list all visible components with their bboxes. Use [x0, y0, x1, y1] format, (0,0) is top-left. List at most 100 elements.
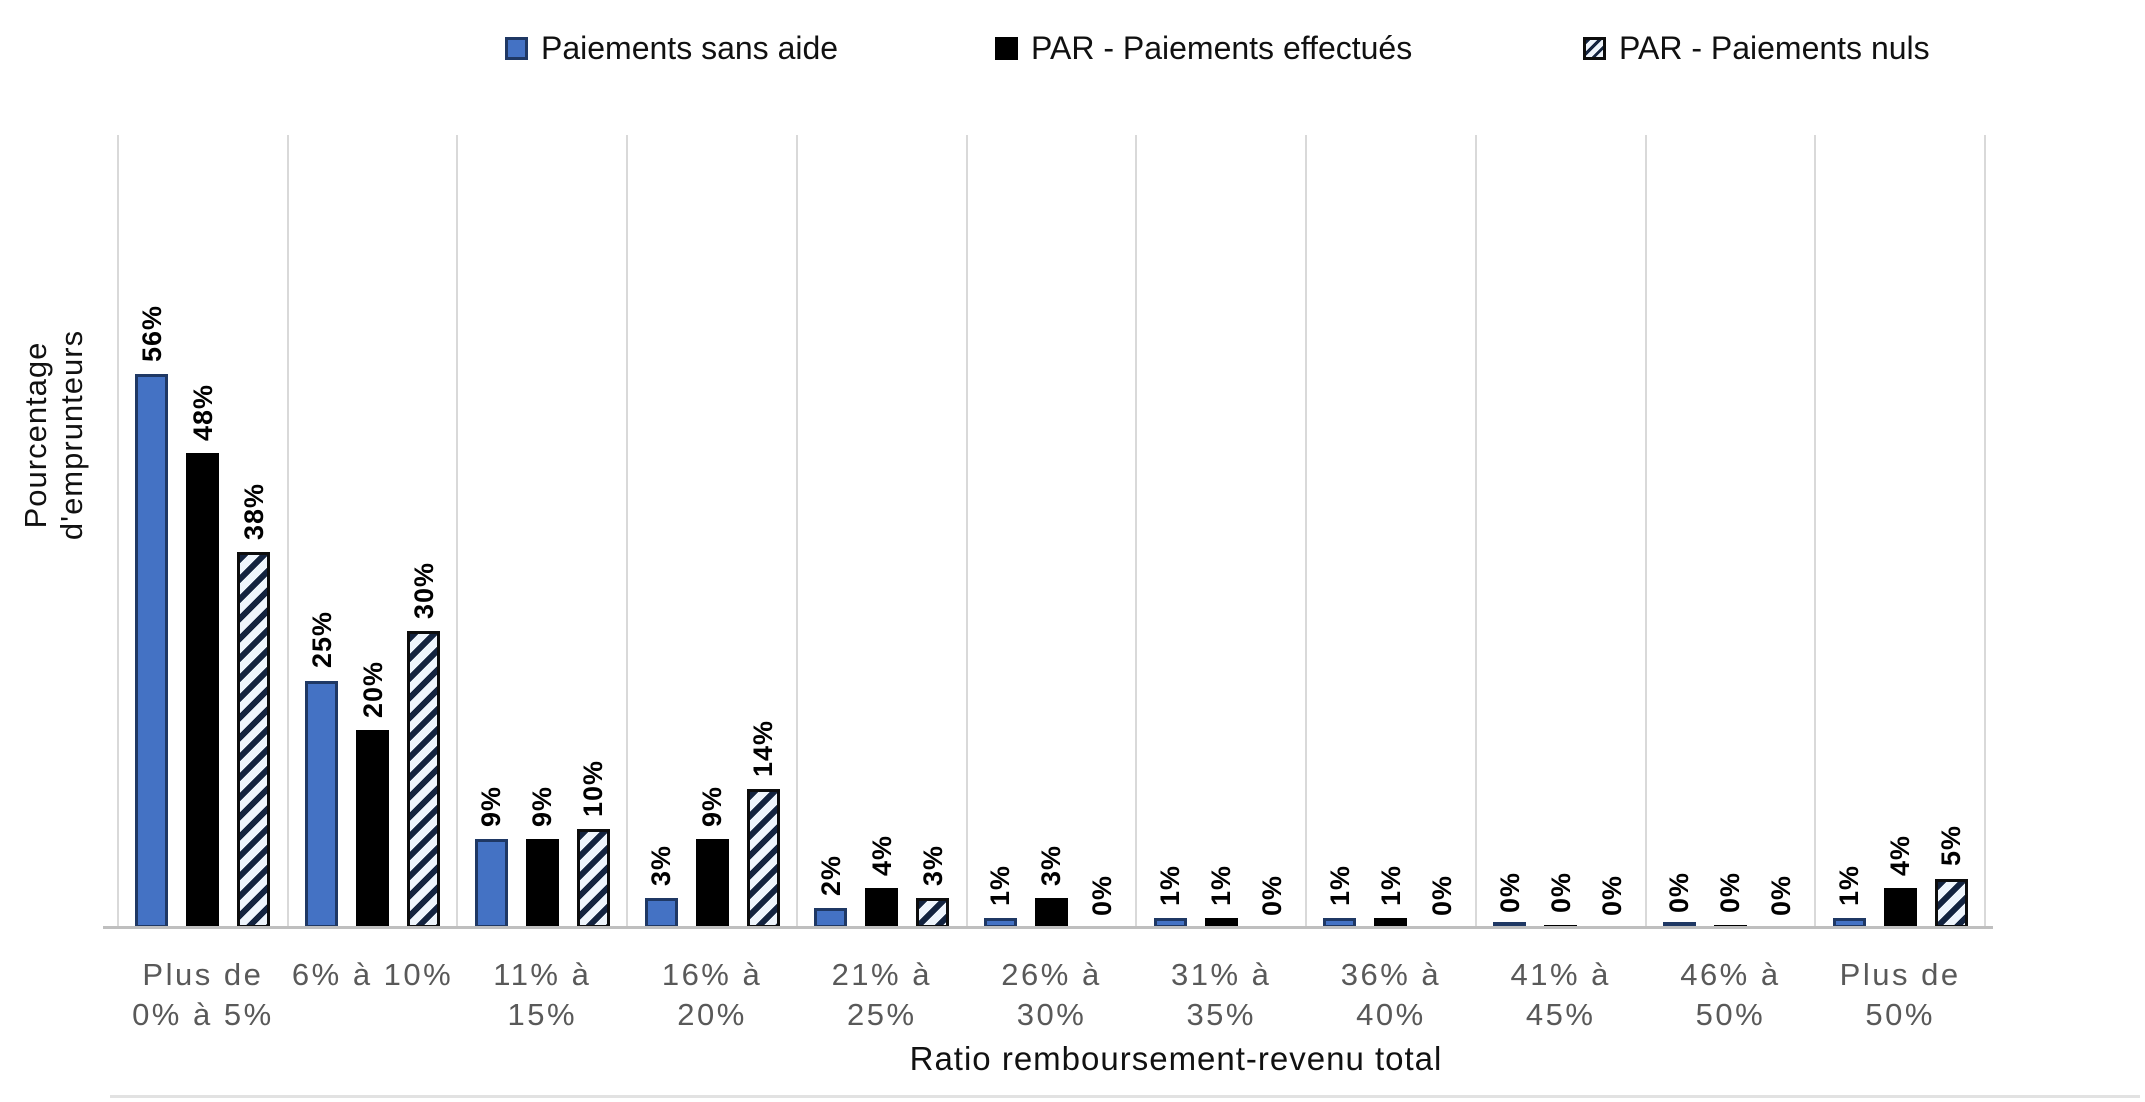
- bar-paiements-sans-aide: [644, 898, 678, 928]
- bar-group: 56% 48% 38%: [118, 135, 288, 928]
- gridline: [1814, 135, 1817, 928]
- bar-value-label: 25%: [306, 611, 337, 669]
- gridline: [117, 135, 119, 928]
- bar-value-label: 1%: [1324, 865, 1355, 907]
- bar-value-label: 5%: [1936, 825, 1967, 867]
- bar-value-label: 3%: [917, 845, 948, 887]
- bar-par-paiements-effectue-s: [525, 838, 559, 928]
- bar-value-label: 20%: [357, 660, 388, 718]
- bar-value-label: 0%: [1664, 871, 1695, 913]
- bar-group: 1% 3% 0%: [967, 135, 1137, 928]
- bar-group: 25% 20% 30%: [288, 135, 458, 928]
- bar-value-label: 9%: [527, 785, 558, 827]
- bar-group: 3% 9% 14%: [627, 135, 797, 928]
- bar-par-paiements-nuls: [576, 829, 610, 928]
- x-axis-title: Ratio remboursement-revenu total: [909, 1040, 1443, 1077]
- bar-par-paiements-nuls: [1934, 878, 1968, 928]
- bar-group: 2% 4% 3%: [797, 135, 967, 928]
- gridline: [1644, 135, 1647, 928]
- bar-value-label: 0%: [1766, 874, 1797, 916]
- category-tick-label: Plus de 0% à 5%: [132, 957, 274, 1032]
- bar-group: 9% 9% 10%: [457, 135, 627, 928]
- gridline: [965, 135, 968, 928]
- gridline: [286, 135, 289, 928]
- bar-par-paiements-effectue-s: [186, 452, 220, 928]
- category-tick-label: 11% à 15%: [493, 957, 592, 1032]
- gridline: [626, 135, 629, 928]
- bar-value-label: 1%: [1155, 865, 1186, 907]
- bar-value-label: 3%: [646, 845, 677, 887]
- gridline: [1305, 135, 1308, 928]
- legend-item-paiements-sans-aide: Paiements sans aide: [505, 26, 838, 70]
- plot-area: 56% 48% 38% 25% 20% 30% 9% 9% 10% 3% 9% 14% 2% 4% 3% 1%…: [117, 135, 1986, 928]
- gridline: [795, 135, 798, 928]
- legend-item-par-paiements-nuls: PAR - Paiements nuls: [1583, 26, 1930, 70]
- bar-par-paiements-nuls: [237, 551, 271, 928]
- bar-paiements-sans-aide: [135, 373, 169, 928]
- bar-value-label: 1%: [1206, 865, 1237, 907]
- bar-par-paiements-effectue-s: [695, 838, 729, 928]
- bar-value-label: 0%: [1545, 871, 1576, 913]
- gridline: [1984, 135, 1986, 928]
- bar-value-label: 38%: [238, 482, 269, 540]
- bar-group: 0% 0% 0%: [1476, 135, 1646, 928]
- legend-item-par-paiements-effectue-s: PAR - Paiements effectués: [995, 26, 1412, 70]
- bar-group: 1% 4% 5%: [1815, 135, 1985, 928]
- gridline: [456, 135, 459, 928]
- bar-par-paiements-effectue-s: [865, 888, 899, 928]
- bar-value-label: 0%: [1596, 874, 1627, 916]
- bar-par-paiements-nuls: [407, 631, 441, 928]
- category-tick-label: 41% à 45%: [1510, 957, 1611, 1032]
- bar-par-paiements-effectue-s: [356, 730, 390, 928]
- bar-group: 1% 1% 0%: [1306, 135, 1476, 928]
- bar-group: 0% 0% 0%: [1646, 135, 1816, 928]
- category-tick-label: 16% à 20%: [661, 957, 763, 1032]
- bar-value-label: 30%: [408, 561, 439, 619]
- bar-value-label: 2%: [815, 855, 846, 897]
- bar-par-paiements-nuls: [746, 789, 780, 928]
- bottom-divider-line: [110, 1095, 2140, 1098]
- bar-value-label: 10%: [578, 759, 609, 817]
- bar-par-paiements-effectue-s: [1883, 888, 1917, 928]
- category-tick-label: 36% à 40%: [1340, 957, 1442, 1032]
- bar-value-label: 56%: [136, 304, 167, 362]
- category-tick-label: 26% à 30%: [1001, 957, 1102, 1032]
- bar-paiements-sans-aide: [305, 680, 339, 928]
- bar-value-label: 14%: [748, 720, 779, 778]
- category-tick-label: Plus de 50%: [1839, 957, 1961, 1032]
- bar-value-label: 0%: [1257, 874, 1288, 916]
- bar-par-paiements-effectue-s: [1034, 898, 1068, 928]
- bar-value-label: 4%: [1885, 835, 1916, 877]
- bar-par-paiements-effectue-s: [1204, 918, 1238, 928]
- category-tick-label: 6% à 10%: [291, 957, 454, 992]
- y-axis-title: Pourcentage d'emprunteurs: [18, 329, 89, 541]
- gridline: [1474, 135, 1477, 928]
- bar-value-label: 0%: [1426, 874, 1457, 916]
- x-axis-line: [103, 926, 1993, 929]
- bar-value-label: 0%: [1087, 874, 1118, 916]
- legend-marker-blue-icon: [505, 36, 528, 60]
- category-tick-label: 21% à 25%: [831, 957, 932, 1032]
- bar-par-paiements-effectue-s: [1374, 918, 1408, 928]
- category-tick-label: 46% à 50%: [1680, 957, 1781, 1032]
- bar-paiements-sans-aide: [474, 838, 508, 928]
- bar-value-label: 9%: [476, 785, 507, 827]
- bar-value-label: 1%: [985, 865, 1016, 907]
- bar-value-label: 48%: [187, 383, 218, 441]
- bar-value-label: 0%: [1494, 871, 1525, 913]
- legend-marker-hatch-icon: [1583, 36, 1606, 60]
- category-tick-label: 31% à 35%: [1171, 957, 1272, 1032]
- gridline: [1135, 135, 1138, 928]
- legend-label: Paiements sans aide: [541, 29, 839, 66]
- bar-value-label: 1%: [1375, 865, 1406, 907]
- bar-par-paiements-nuls: [916, 898, 950, 928]
- bar-value-label: 3%: [1036, 845, 1067, 887]
- bar-value-label: 9%: [697, 785, 728, 827]
- bar-value-label: 4%: [866, 835, 897, 877]
- legend-label: PAR - Paiements nuls: [1619, 29, 1930, 66]
- bar-value-label: 1%: [1834, 865, 1865, 907]
- legend-marker-black-icon: [995, 36, 1018, 60]
- legend-label: PAR - Paiements effectués: [1031, 29, 1413, 66]
- bar-group: 1% 1% 0%: [1136, 135, 1306, 928]
